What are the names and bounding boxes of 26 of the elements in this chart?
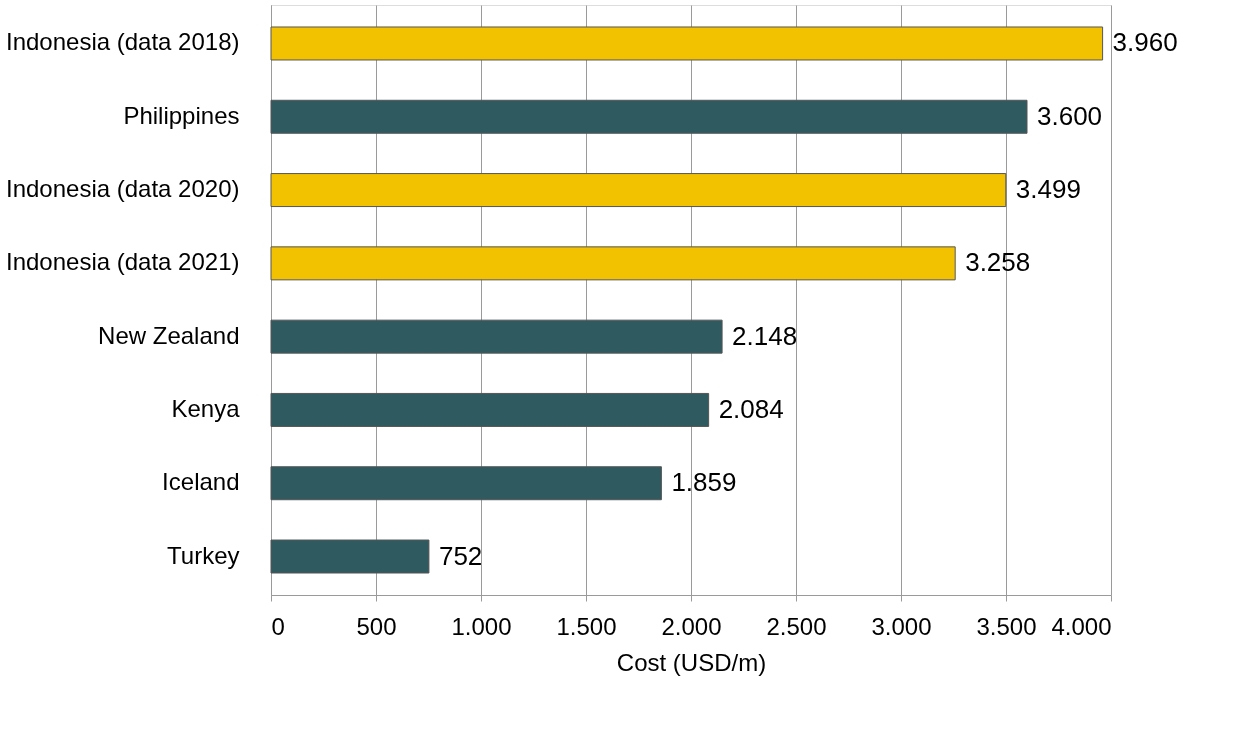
y-tick-label: Turkey	[167, 541, 240, 569]
y-tick-label: Indonesia (data 2021)	[5, 248, 240, 276]
data-label: 2.084	[718, 393, 784, 424]
x-tick-label: 4.000	[1051, 612, 1112, 640]
data-label: 3.499	[1015, 174, 1081, 205]
y-tick-label: Kenya	[171, 394, 241, 422]
data-label: 3.600	[1037, 100, 1103, 131]
y-tick-label: Indonesia (data 2020)	[5, 175, 240, 203]
y-tick-label: Indonesia (data 2018)	[5, 28, 240, 56]
x-axis-title: Cost (USD/m)	[616, 648, 767, 676]
data-label: 3.258	[965, 247, 1031, 278]
x-tick-label: 3.000	[871, 612, 932, 640]
data-label: 752	[438, 540, 483, 571]
data-label: 2.148	[732, 320, 798, 351]
x-tick-label: 3.500	[976, 612, 1037, 640]
x-tick-label: 2.000	[661, 612, 722, 640]
x-tick-label: 500	[356, 612, 397, 640]
y-tick-label: Philippines	[123, 101, 240, 129]
x-tick-label: 1.000	[451, 612, 512, 640]
y-tick-label: New Zealand	[98, 321, 240, 349]
data-label: 3.960	[1112, 27, 1178, 58]
x-tick-label: 0	[271, 612, 285, 640]
x-tick-label: 1.500	[556, 612, 617, 640]
y-tick-label: Iceland	[162, 468, 240, 496]
x-tick-label: 2.500	[766, 612, 827, 640]
data-label: 1.859	[671, 467, 737, 498]
